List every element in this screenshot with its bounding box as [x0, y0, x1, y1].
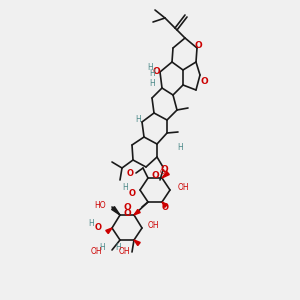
- Polygon shape: [162, 172, 169, 178]
- Text: O: O: [129, 188, 136, 197]
- Text: H: H: [115, 244, 121, 253]
- Text: O: O: [194, 41, 202, 50]
- Text: O: O: [95, 224, 102, 232]
- Polygon shape: [106, 228, 112, 234]
- Polygon shape: [134, 209, 140, 215]
- Text: O: O: [200, 77, 208, 86]
- Text: OH: OH: [178, 184, 190, 193]
- Text: OH: OH: [148, 221, 160, 230]
- Text: OH: OH: [90, 248, 102, 256]
- Text: O: O: [160, 166, 168, 175]
- Text: O: O: [161, 203, 169, 212]
- Text: OH: OH: [118, 248, 130, 256]
- Polygon shape: [162, 202, 167, 207]
- Text: H: H: [122, 184, 128, 193]
- Text: O: O: [123, 208, 131, 217]
- Text: H: H: [147, 64, 153, 73]
- Text: H: H: [99, 244, 105, 253]
- Text: H: H: [177, 143, 183, 152]
- Polygon shape: [134, 240, 140, 246]
- Text: H: H: [135, 116, 141, 124]
- Text: H: H: [149, 80, 155, 88]
- Text: O: O: [123, 202, 131, 211]
- Text: HO: HO: [94, 200, 106, 209]
- Text: O: O: [151, 172, 159, 181]
- Text: H: H: [149, 70, 155, 79]
- Polygon shape: [112, 207, 120, 215]
- Text: O: O: [159, 169, 165, 175]
- Text: O: O: [127, 169, 134, 178]
- Text: O: O: [152, 68, 160, 76]
- Text: H: H: [88, 220, 94, 229]
